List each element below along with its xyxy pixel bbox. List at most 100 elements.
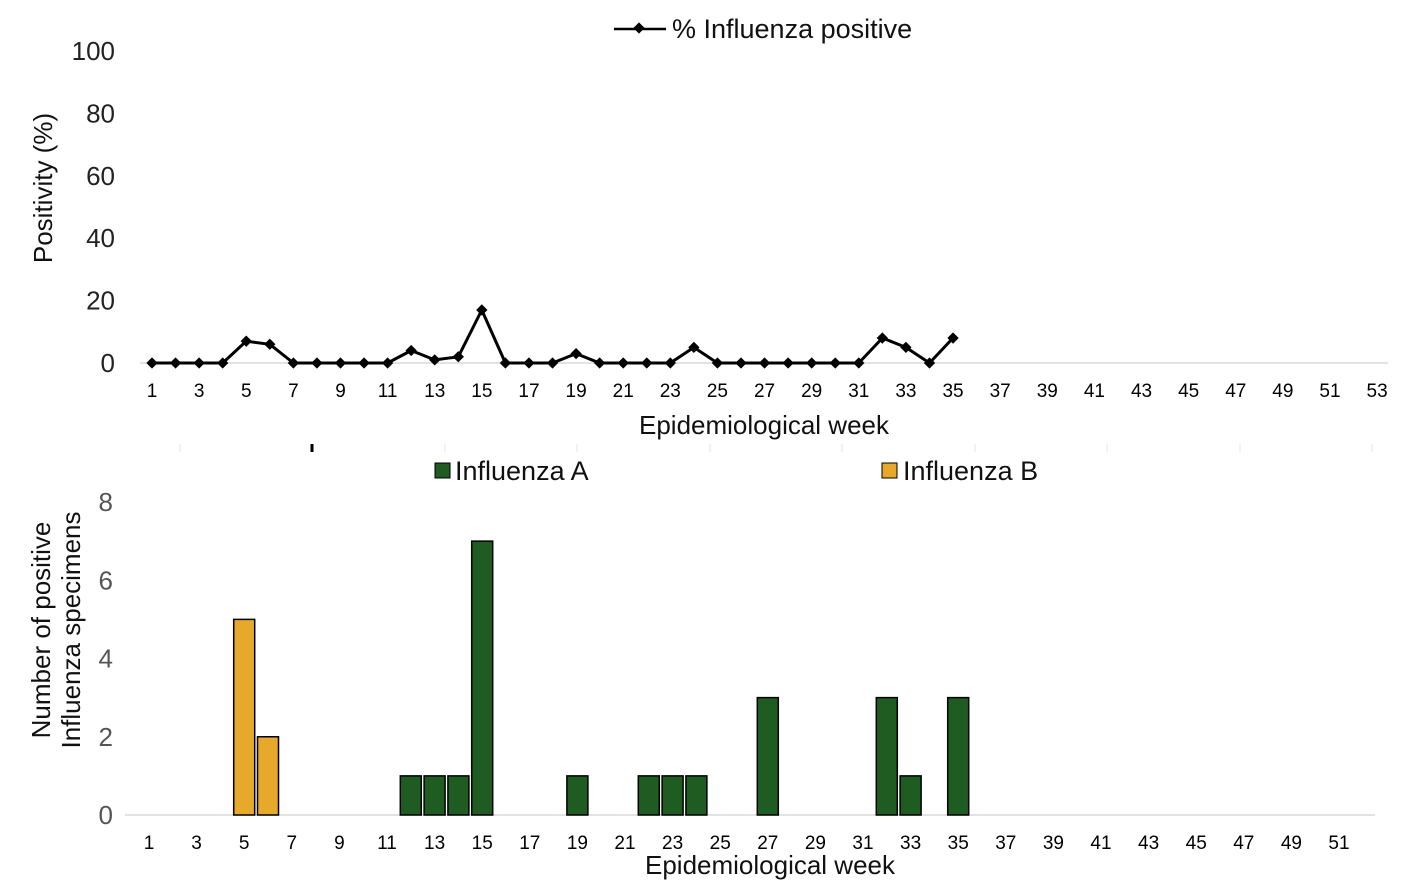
x-tick-label: 7 [287,833,298,854]
x-tick-label: 43 [1131,381,1152,402]
x-tick-label: 49 [1281,833,1302,854]
y-tick-label: 0 [101,348,115,378]
data-point-marker [264,338,276,350]
bottom-y-tick-labels: 0 2 4 6 8 [99,487,113,830]
data-point-marker [900,341,912,354]
x-tick-label: 49 [1272,381,1293,402]
x-tick-label: 25 [707,381,728,402]
x-tick-label: 11 [377,833,397,854]
y-tick-label: 60 [86,161,115,191]
legend-swatch-influenza-b [881,462,898,479]
bar-influenza-a [399,775,423,816]
data-point-marker [735,357,747,369]
bar-influenza-a [685,775,708,816]
y-tick-label: 2 [99,722,113,752]
data-point-marker [287,357,300,369]
x-tick-label: 13 [424,381,445,402]
x-tick-label: 21 [614,833,635,854]
y-tick-label: 0 [99,800,113,830]
legend-label-influenza-a: Influenza A [455,456,589,486]
bar-influenza-a [899,775,922,816]
y-tick-label: 40 [86,223,115,253]
x-tick-label: 21 [613,381,634,402]
data-point-marker [523,357,535,369]
x-tick-label: 43 [1138,833,1159,854]
series-markers [146,304,959,369]
data-point-marker [664,357,676,369]
data-point-marker [499,357,512,369]
x-tick-label: 53 [1367,381,1388,402]
x-tick-label: 47 [1225,381,1246,402]
y-tick-label: 100 [72,36,115,66]
data-point-marker [381,357,394,369]
data-point-marker [193,357,205,369]
x-tick-label: 51 [1319,381,1340,402]
x-tick-label: 27 [754,381,775,402]
data-point-marker [169,357,182,369]
legend-marker-swatch [633,22,645,34]
data-point-marker [947,332,959,344]
bar-influenza-a [756,696,780,816]
x-tick-label: 5 [241,381,252,402]
x-tick-label: 1 [144,833,155,854]
data-point-marker [758,357,771,369]
data-point-marker [593,357,606,369]
top-legend: % Influenza positive [614,14,912,44]
data-point-marker [334,357,347,369]
data-point-marker [711,357,724,369]
x-tick-label: 33 [895,381,916,402]
bar-influenza-b [232,618,256,816]
x-tick-label: 41 [1084,381,1105,402]
x-tick-label: 9 [335,381,346,402]
x-tick-label: 47 [1233,833,1254,854]
bar-influenza-a [637,775,661,816]
y-tick-label: 8 [99,487,113,517]
data-point-marker [405,344,417,357]
bar-influenza-a [946,696,970,816]
top-y-tick-labels: 0 20 40 60 80 100 [72,36,115,378]
data-point-marker [570,347,582,360]
data-point-marker [853,357,865,369]
x-tick-label: 3 [191,833,202,854]
data-point-marker [311,357,323,369]
x-tick-label: 31 [852,833,873,854]
data-point-marker [217,357,229,369]
bar-influenza-a [423,775,446,816]
y-tick-label: 6 [99,565,113,595]
x-tick-label: 5 [239,833,250,854]
bottom-legend: Influenza A Influenza B [434,456,1038,486]
legend-label-influenza-positive: % Influenza positive [672,14,912,44]
x-tick-label: 31 [848,381,869,402]
data-point-marker [806,357,818,369]
x-tick-label: 3 [194,381,205,402]
chart-divider [179,444,1373,452]
x-tick-label: 17 [518,381,539,402]
legend-swatch-influenza-a [434,462,451,479]
y-tick-label: 80 [86,98,115,128]
bar-influenza-a [566,775,589,816]
top-y-axis-title: Positivity (%) [28,113,58,263]
x-tick-label: 13 [424,833,445,854]
bottom-y-axis-title-line2: Influenza specimens [56,511,86,748]
bar-influenza-a [447,775,470,816]
data-point-marker [358,357,370,369]
x-tick-label: 35 [942,381,963,402]
x-tick-label: 25 [710,833,731,854]
bar-influenza-b [256,736,280,816]
x-tick-label: 23 [660,381,681,402]
data-point-marker [782,357,794,369]
x-tick-label: 45 [1178,381,1199,402]
data-point-marker [452,351,464,363]
top-x-tick-labels: 1 3 5 7 9 11 13 15 17 19 21 23 25 27 29 31 33 35 37 39 41 43 4… [147,381,1388,402]
x-tick-label: 39 [1037,381,1058,402]
x-tick-label: 23 [662,833,683,854]
bar-influenza-a [661,775,684,816]
x-tick-label: 15 [472,833,493,854]
x-tick-label: 27 [757,833,778,854]
data-point-marker [641,357,653,369]
x-tick-label: 33 [900,833,921,854]
bottom-y-axis-title-line1: Number of positive [26,522,56,739]
